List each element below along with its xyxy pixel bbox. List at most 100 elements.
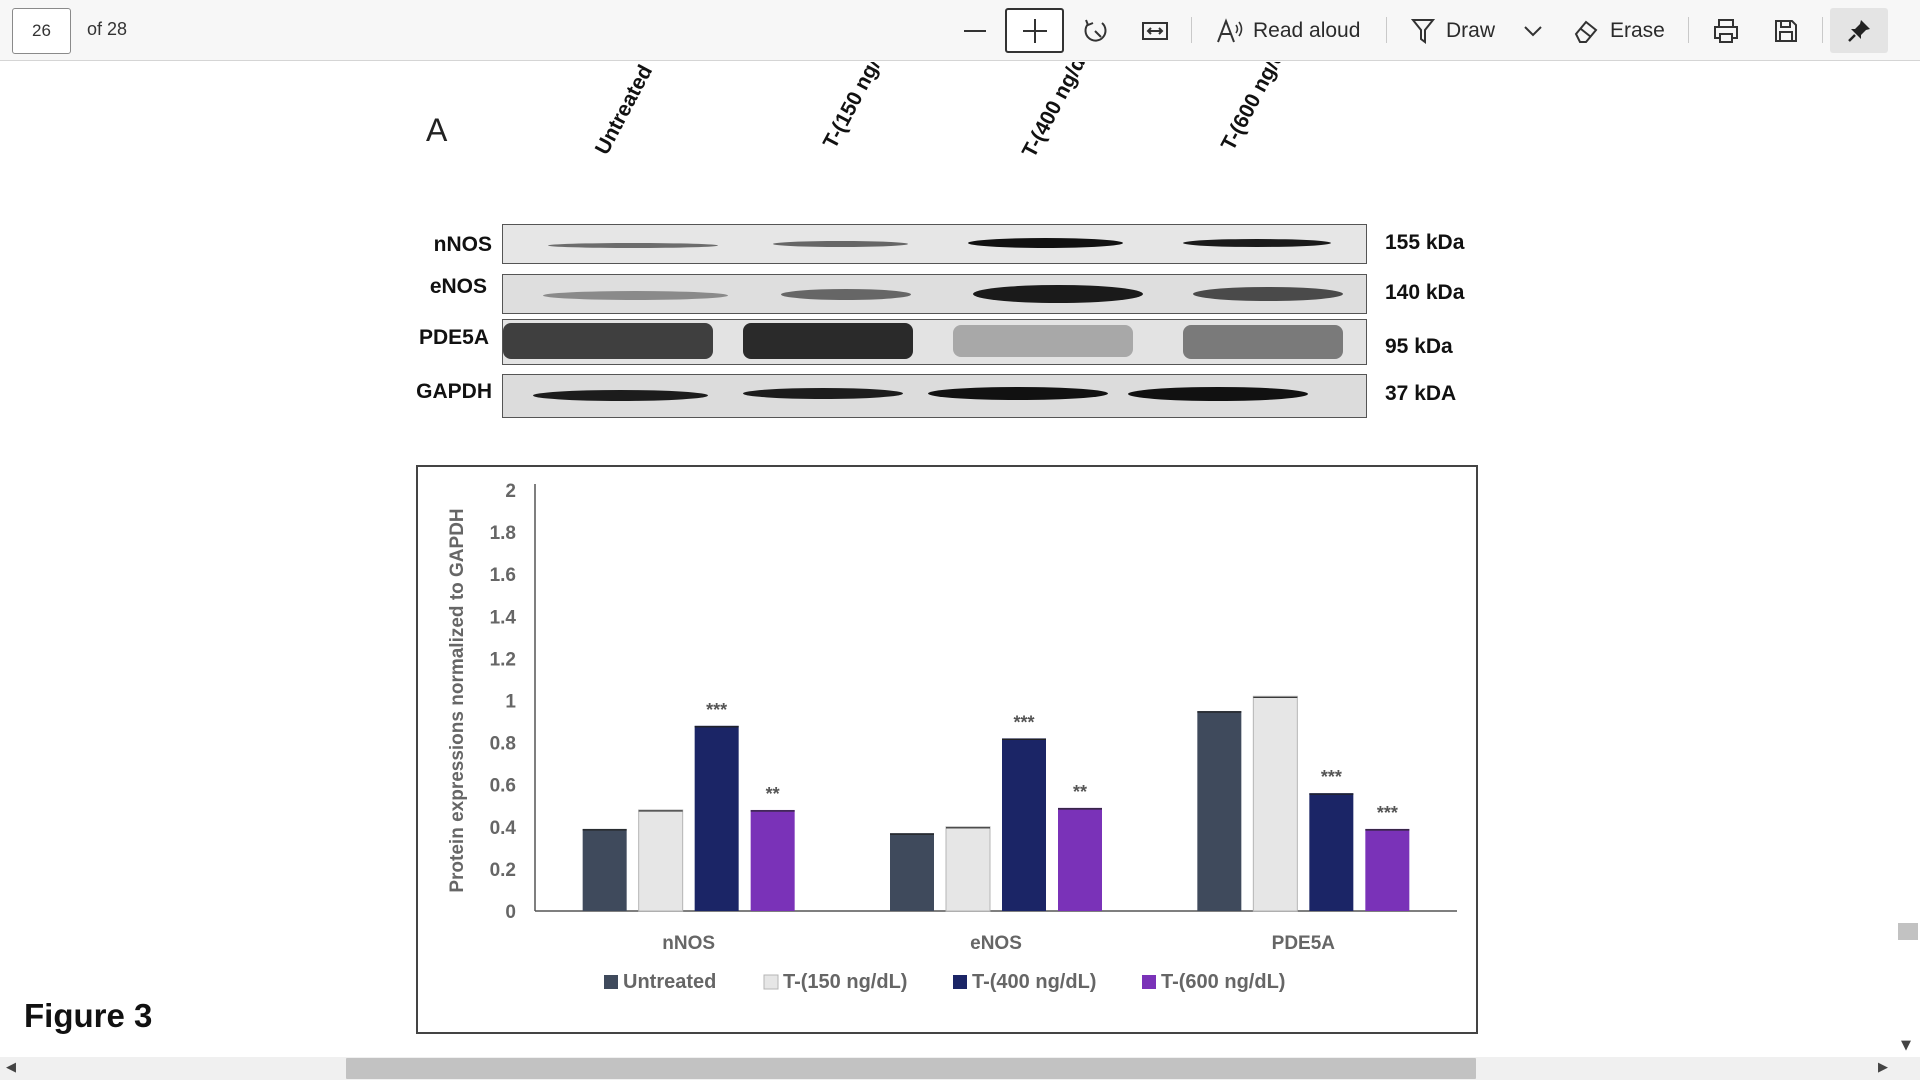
fit-width-icon: [1142, 21, 1168, 40]
bar: [750, 809, 795, 911]
print-button[interactable]: [1706, 8, 1746, 53]
bar: [638, 809, 684, 912]
molecular-weight-label: 37 kDA: [1385, 382, 1457, 405]
page-total-label: of 28: [87, 19, 128, 39]
horizontal-scrollbar-thumb[interactable]: [346, 1058, 1476, 1079]
vertical-scrollbar[interactable]: [1895, 62, 1920, 1057]
zoom-out-button[interactable]: [955, 8, 995, 53]
blot-band: [1193, 287, 1343, 301]
y-tick-label: 0: [505, 902, 516, 923]
blot-band: [543, 291, 728, 300]
chevron-down-icon: [1524, 25, 1542, 36]
legend-label: T-(600 ng/dL): [1161, 971, 1285, 993]
blot-band: [548, 243, 718, 248]
draw-options-dropdown[interactable]: [1518, 8, 1548, 53]
legend-label: Untreated: [623, 971, 716, 993]
erase-label: Erase: [1610, 18, 1665, 42]
bar-chart-svg: 0 0.2 0.4 0.6 0.8 1 1.2 1.4 1.6 1.8 2 Protein expre…: [447, 481, 1457, 993]
blot-band: [773, 241, 908, 247]
blot-label: GAPDH: [416, 380, 492, 403]
bar: [1197, 711, 1242, 911]
bar: [1309, 793, 1354, 911]
legend-swatch: [763, 974, 779, 990]
molecular-weight-label: 95 kDa: [1385, 335, 1453, 358]
y-tick-label: 0.6: [490, 776, 516, 797]
blot-band: [1183, 239, 1331, 247]
fit-width-button[interactable]: [1135, 8, 1175, 53]
draw-label: Draw: [1446, 18, 1496, 42]
y-tick-label: 1.2: [490, 649, 516, 670]
y-tick-label: 1: [505, 692, 516, 713]
bar: [945, 826, 991, 912]
pin-icon: [1848, 19, 1870, 42]
molecular-weight-label: 155 kDa: [1385, 231, 1465, 254]
bar-chart: 0 0.2 0.4 0.6 0.8 1 1.2 1.4 1.6 1.8 2 Protein expre…: [416, 465, 1478, 1034]
significance-marker: ***: [1013, 712, 1034, 732]
legend-label: T-(400 ng/dL): [972, 971, 1096, 993]
read-aloud-label: Read aloud: [1253, 18, 1361, 42]
blot-band: [953, 325, 1133, 357]
legend-swatch: [1142, 975, 1156, 989]
bar: [1365, 828, 1410, 911]
significance-marker: **: [766, 784, 780, 804]
lane-label: T-(600 ng/dL): [1216, 62, 1299, 155]
x-tick-label: eNOS: [970, 933, 1022, 954]
blot-label: nNOS: [433, 233, 492, 256]
y-tick-label: 1.4: [490, 607, 517, 628]
erase-button[interactable]: Erase: [1572, 8, 1677, 53]
blot-band: [1183, 325, 1343, 359]
western-blot-pde5a: [502, 319, 1367, 365]
significance-marker: ***: [1377, 803, 1398, 823]
legend-label: T-(150 ng/dL): [783, 971, 907, 993]
lane-label: Untreated: [590, 62, 658, 159]
bar: [1002, 738, 1046, 911]
y-tick-label: 0.4: [490, 818, 517, 839]
y-tick-label: 1.8: [490, 523, 516, 544]
y-tick-label: 2: [505, 481, 516, 502]
x-tick-label: PDE5A: [1272, 933, 1336, 954]
blot-band: [503, 323, 713, 359]
vertical-scrollbar-thumb[interactable]: [1898, 923, 1918, 940]
blot-band: [973, 285, 1143, 303]
scroll-left-arrow-icon[interactable]: ◀: [6, 1060, 16, 1075]
blot-label: eNOS: [429, 275, 487, 298]
read-aloud-button[interactable]: Read aloud: [1215, 8, 1365, 53]
save-button[interactable]: [1766, 8, 1806, 53]
molecular-weight-label: 140 kDa: [1385, 281, 1465, 304]
blot-band: [743, 323, 913, 359]
blot-band: [533, 390, 708, 401]
figure-label: Figure 3: [24, 997, 153, 1034]
y-axis-label: Protein expressions normalized to GAPDH: [447, 508, 468, 892]
western-blot-gapdh: [502, 374, 1367, 418]
bar: [582, 828, 627, 911]
toolbar-separator: [1822, 17, 1823, 43]
save-icon: [1775, 19, 1797, 42]
bar: [694, 725, 739, 911]
plus-icon: [1022, 18, 1047, 43]
read-aloud-icon: [1217, 17, 1243, 42]
pdf-toolbar: of 28 Read aloud Draw Erase: [0, 0, 1920, 61]
y-tick-label: 1.6: [490, 565, 516, 586]
draw-pen-icon: [1410, 18, 1436, 44]
significance-marker: ***: [1321, 767, 1342, 787]
toolbar-separator: [1191, 17, 1192, 43]
scroll-down-arrow-icon[interactable]: ▼: [1901, 1038, 1911, 1053]
scroll-right-arrow-icon[interactable]: ▶: [1878, 1060, 1888, 1075]
rotate-button[interactable]: [1075, 8, 1115, 53]
western-blot-nnos: [502, 224, 1367, 264]
blot-band: [743, 388, 903, 399]
draw-button[interactable]: Draw: [1410, 8, 1515, 53]
blot-label: PDE5A: [418, 326, 489, 349]
page-number-input[interactable]: [12, 8, 71, 54]
lane-label: T-(150 ng/dL): [818, 62, 901, 153]
legend-swatch: [953, 975, 967, 989]
document-page: A Untreated T-(150 ng/dL) T-(400 ng/dL) …: [0, 62, 1895, 1057]
bar: [1058, 807, 1102, 911]
toolbar-separator: [1386, 17, 1387, 43]
printer-icon: [1714, 18, 1738, 43]
blot-band: [928, 387, 1108, 400]
x-tick-label: nNOS: [662, 933, 715, 954]
pin-toolbar-button[interactable]: [1830, 8, 1888, 53]
rotate-icon: [1084, 19, 1107, 42]
zoom-in-button[interactable]: [1005, 8, 1064, 53]
